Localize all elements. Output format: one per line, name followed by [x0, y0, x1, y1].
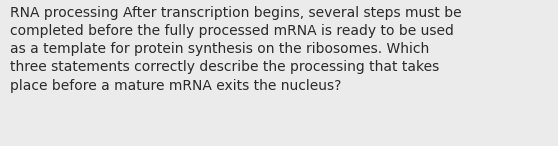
- Text: RNA processing After transcription begins, several steps must be
completed befor: RNA processing After transcription begin…: [10, 6, 461, 93]
